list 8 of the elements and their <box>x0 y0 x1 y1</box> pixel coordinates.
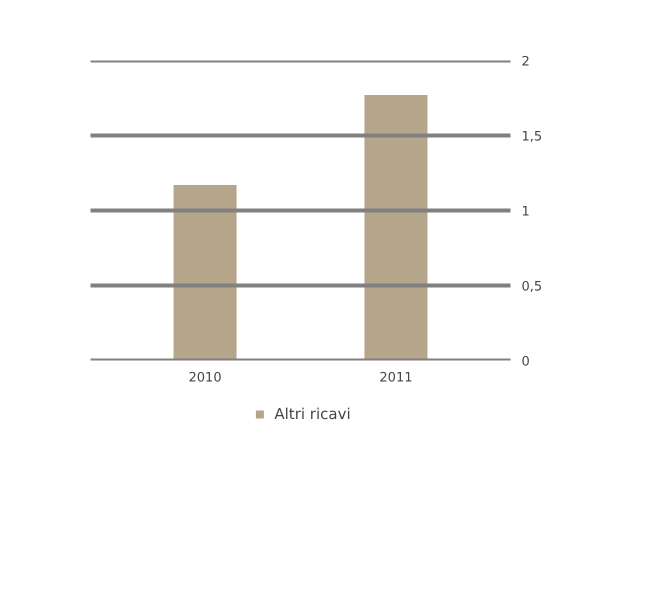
y-tick-label: 1 <box>522 204 530 220</box>
y-tick-label: 2 <box>522 54 530 70</box>
x-tick-label: 2011 <box>379 370 413 386</box>
x-tick-label: 2010 <box>188 370 222 386</box>
y-tick-label: 0,5 <box>522 280 542 294</box>
y-tick-label: 0 <box>522 354 530 370</box>
y-tick-label: 1,5 <box>522 130 542 144</box>
legend-label: Altri ricavi <box>274 405 351 423</box>
